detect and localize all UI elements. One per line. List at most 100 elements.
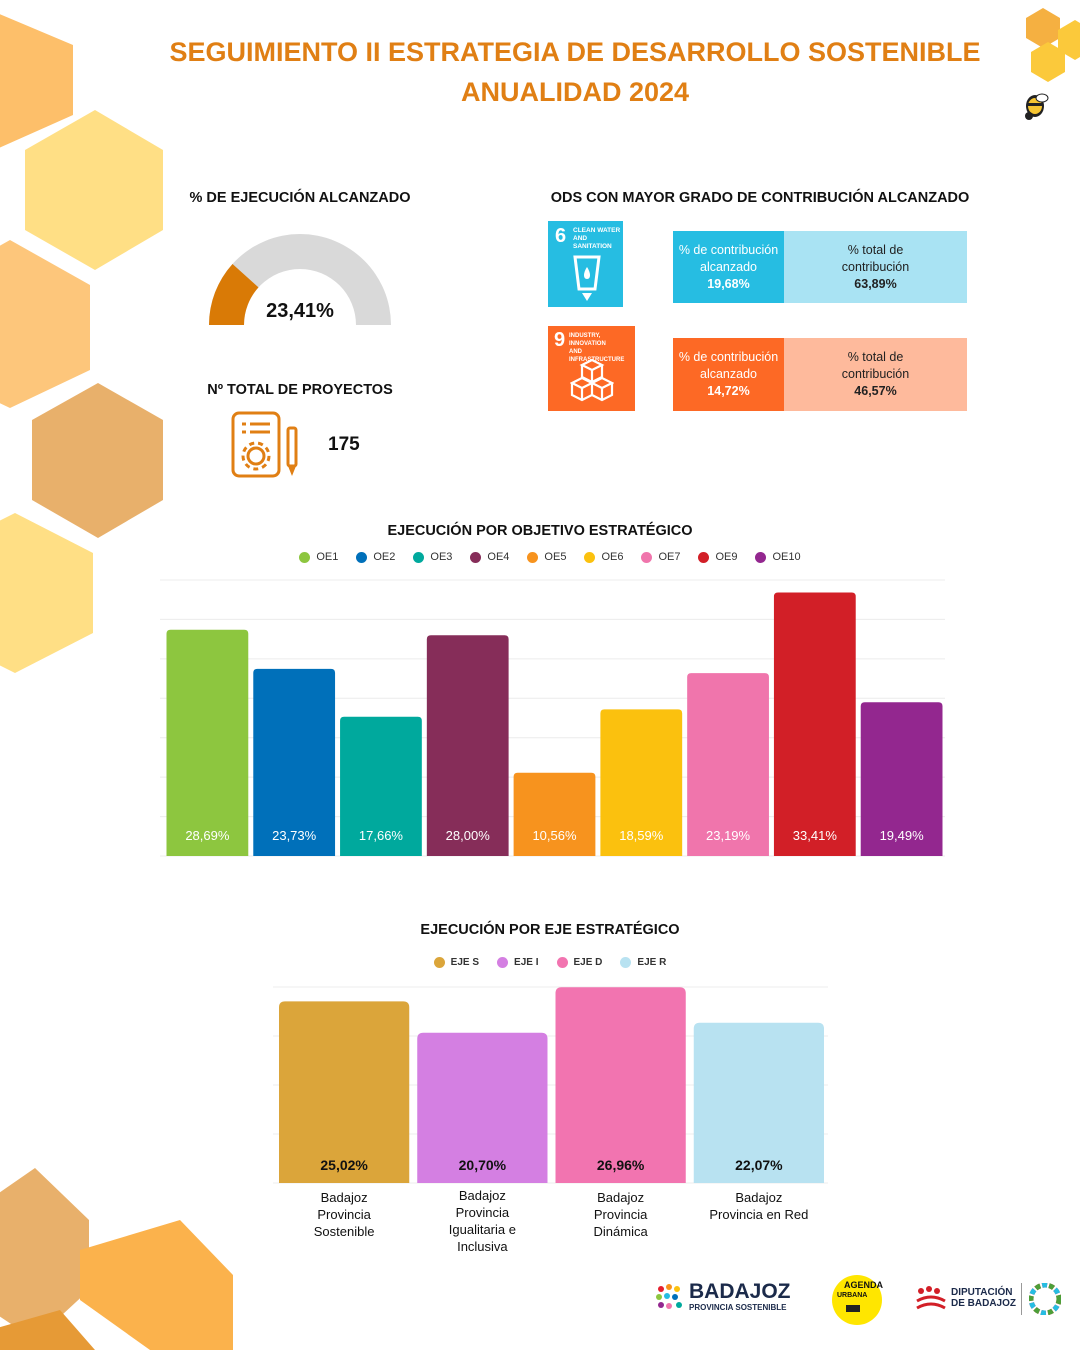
chart2-legend-label: EJE S (450, 957, 480, 968)
chart2-legend-swatch (556, 957, 568, 968)
logo3-line-2: DE BADAJOZ (951, 1298, 1017, 1309)
chart1-data-label: 10,56% (532, 828, 577, 843)
ods-9-total-label: % total de contribución (841, 350, 910, 381)
chart2-legend-item: EJE R (620, 957, 666, 968)
chart2-legend-swatch (497, 957, 509, 968)
chart2-legend-label: EJE R (637, 957, 667, 968)
ods-9-number: 9 (554, 329, 566, 351)
ods-heading: ODS CON MAYOR GRADO DE CONTRIBUCIÓN ALCA… (550, 190, 970, 206)
logo1-sub: PROVINCIA SOSTENIBLE (689, 1303, 787, 1312)
bee-icon (1025, 93, 1049, 120)
dots-logo-icon (656, 1284, 682, 1309)
chart1-legend-label: OE6 (601, 551, 624, 563)
diputacion-emblem-icon (916, 1286, 946, 1310)
ods-6-name-line-1: CLEAN WATER (573, 227, 621, 234)
diputacion-badajoz-logo: DIPUTACIÓN DE BADAJOZ (915, 1283, 1065, 1317)
chart1-legend-swatch (755, 551, 767, 563)
chart1-legend-swatch (698, 551, 710, 563)
chart1-data-label: 17,66% (359, 828, 404, 843)
logo2-mark (846, 1305, 860, 1312)
chart1-legend-item: OE3 (413, 551, 452, 563)
chart2-category-label: Badajoz Provincia Dinámica (593, 1190, 648, 1239)
ods-9-name: INDUSTRY, INNOVATION AND INFRASTRUCTURE (569, 332, 633, 364)
chart1-legend-label: OE1 (316, 551, 339, 563)
ods-9-total-value: 46,57% (854, 384, 897, 398)
chart1-legend-item: OE9 (698, 551, 737, 563)
chart2-legend-label: EJE D (573, 957, 603, 968)
execution-heading: % DE EJECUCIÓN ALCANZADO (189, 190, 411, 206)
chart1-legend-label: OE3 (430, 551, 453, 563)
chart1-legend-item: OE10 (755, 551, 801, 563)
ods-9-name-line-1: INDUSTRY, INNOVATION (569, 333, 606, 347)
chart1-data-label: 18,59% (619, 828, 664, 843)
chart1-bar (166, 629, 249, 856)
chart1-bar (340, 716, 422, 856)
execution-gauge (209, 234, 391, 325)
ods-6-total-box: % total de contribución 63,89% (784, 231, 967, 303)
ods-9-total-box: % total de contribución 46,57% (784, 338, 967, 411)
chart1-legend-item: OE1 (299, 551, 338, 563)
title-line-2: ANUALIDAD 2024 (460, 77, 690, 107)
cubes-icon (570, 358, 614, 402)
chart2-category-labels: Badajoz Provincia Sostenible Badajoz Prov… (273, 1187, 828, 1254)
chart1-objectives: 28,69% 23,73% 17,66% 28,00% 10,56% 18,59% 23,1… (160, 579, 945, 857)
chart1-data-label: 33,41% (793, 828, 838, 843)
chart2-category-label: Badajoz Provincia en Red (709, 1190, 809, 1222)
chart1-data-label: 23,19% (706, 828, 751, 843)
chart2-legend-item: EJE S (433, 957, 480, 968)
chart1-legend-swatch (299, 551, 311, 563)
sdg-wheel-icon (1029, 1283, 1061, 1315)
chart1-legend-item: OE4 (470, 551, 509, 563)
gauge-track (209, 234, 391, 325)
water-glass-icon (573, 255, 601, 301)
execution-value: 23,41% (266, 300, 334, 322)
chart1-data-label: 28,69% (185, 828, 230, 843)
page-title: SEGUIMIENTO II ESTRATEGIA DE DESARROLLO … (0, 32, 1080, 112)
ods-9-achieved-value: 14,72% (707, 384, 750, 398)
chart1-bar (860, 702, 943, 856)
chart1-legend-item: OE7 (641, 551, 680, 563)
projects-total: 175 (328, 434, 360, 455)
gauge-fill (209, 263, 259, 325)
projects-heading: Nº TOTAL DE PROYECTOS (207, 382, 393, 398)
logo2-line-2: URBANA (837, 1292, 868, 1299)
ods-6-achieved-box: % de contribución alcanzado 19,68% (673, 231, 784, 303)
chart1-legend-swatch (584, 551, 596, 563)
ods-9-achieved-label: % de contribución alcanzado (678, 350, 779, 381)
chart1-title: EJECUCIÓN POR OBJETIVO ESTRATÉGICO (387, 523, 693, 539)
chart1-bar (513, 772, 596, 856)
chart1-legend-item: OE2 (356, 551, 395, 563)
chart1-legend-label: OE7 (658, 551, 681, 563)
chart2-data-label: 26,96% (597, 1157, 645, 1173)
chart2-bar (555, 987, 686, 1183)
chart2-axes: 25,02% 20,70% 26,96% 22,07% (273, 986, 828, 1184)
ods-9-tile: 9 INDUSTRY, INNOVATION AND INFRASTRUCTUR… (548, 326, 635, 411)
chart1-bar (600, 709, 683, 856)
chart1-legend-item: OE5 (527, 551, 566, 563)
chart1-legend-label: OE10 (772, 551, 801, 563)
chart1-bar (773, 592, 856, 856)
ods-9-name-line-2: AND INFRASTRUCTURE (569, 349, 625, 363)
chart2-bar (693, 1022, 824, 1183)
chart2-legend: EJE S EJE I EJE D EJE R (380, 957, 720, 968)
ods-6-name: CLEAN WATER AND SANITATION (573, 227, 623, 251)
chart1-legend-label: OE9 (715, 551, 738, 563)
chart2-data-label: 22,07% (735, 1157, 783, 1173)
ods-6-tile: 6 CLEAN WATER AND SANITATION (548, 221, 623, 307)
chart2-category-label: Badajoz Provincia Igualitaria e Inclusiv… (448, 1188, 516, 1254)
ods-6-achieved-label: % de contribución alcanzado (678, 242, 779, 274)
chart1-data-label: 28,00% (446, 828, 491, 843)
document-gear-icon (231, 411, 298, 478)
chart1-legend-label: OE5 (544, 551, 567, 563)
ods-6-total-value: 63,89% (854, 276, 897, 291)
chart2-bar (417, 1032, 548, 1183)
chart2-legend-swatch (620, 957, 632, 968)
chart1-legend-swatch (356, 551, 368, 563)
chart1-bar (687, 673, 769, 856)
chart2-bar (279, 1001, 410, 1183)
chart2-category-label: Badajoz Provincia Sostenible (313, 1190, 375, 1239)
title-line-1: SEGUIMIENTO II ESTRATEGIA DE DESARROLLO … (169, 37, 981, 67)
badajoz-sostenible-logo: BADAJOZ PROVINCIA SOSTENIBLE (655, 1281, 795, 1317)
chart1-legend-item: OE6 (584, 551, 623, 563)
